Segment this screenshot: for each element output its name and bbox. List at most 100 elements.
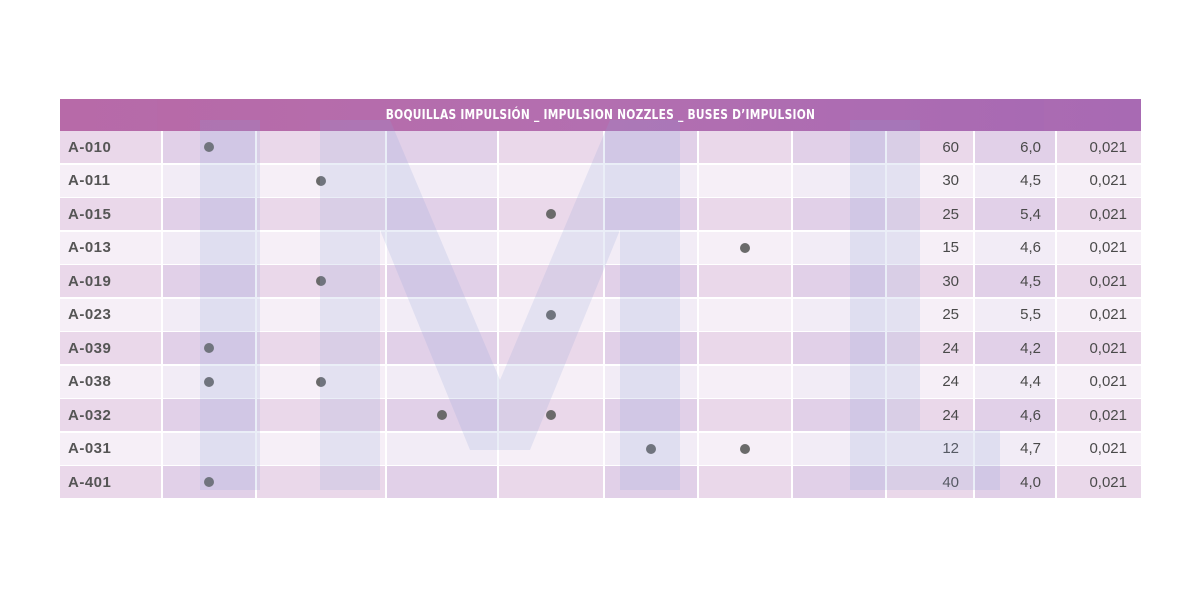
option-cell	[499, 466, 603, 498]
option-cell	[387, 466, 497, 498]
option-cell	[257, 365, 385, 398]
option-cell	[793, 399, 885, 431]
nozzle-code: A-019	[60, 265, 161, 297]
option-cell	[699, 399, 791, 431]
table-row: A-032 24 4,6 0,021	[60, 399, 1141, 433]
value-v2: 5,5	[975, 298, 1055, 331]
option-cell	[257, 131, 385, 163]
option-cell	[699, 131, 791, 163]
table-row: A-039 24 4,2 0,021	[60, 332, 1141, 366]
option-cell	[793, 332, 885, 364]
value-v3: 0,021	[1057, 198, 1141, 230]
option-cell	[257, 399, 385, 431]
option-cell	[499, 332, 603, 364]
option-cell	[699, 432, 791, 465]
value-v3: 0,021	[1057, 298, 1141, 331]
bullet-dot	[204, 477, 214, 487]
option-cell	[793, 198, 885, 230]
value-v2: 4,6	[975, 399, 1055, 431]
table-row: A-038 24 4,4 0,021	[60, 365, 1141, 400]
option-cell	[387, 198, 497, 230]
bullet-dot	[740, 443, 750, 454]
value-v3: 0,021	[1057, 265, 1141, 297]
option-cell	[793, 231, 885, 264]
value-v2: 4,7	[975, 432, 1055, 465]
value-v1: 12	[887, 432, 973, 465]
bullet-dot	[316, 376, 326, 387]
value-v3: 0,021	[1057, 231, 1141, 264]
value-v1: 25	[887, 298, 973, 331]
option-cell	[793, 365, 885, 398]
option-cell	[699, 298, 791, 331]
option-cell	[387, 164, 497, 197]
value-v1: 30	[887, 265, 973, 297]
table-row: A-013 15 4,6 0,021	[60, 231, 1141, 266]
option-cell	[793, 466, 885, 498]
option-cell	[605, 432, 697, 465]
option-cell	[163, 332, 255, 364]
value-v3: 0,021	[1057, 131, 1141, 163]
nozzle-code: A-031	[60, 432, 161, 465]
option-cell	[163, 399, 255, 431]
value-v1: 25	[887, 198, 973, 230]
option-cell	[499, 265, 603, 297]
table-title: BOQUILLAS IMPULSIÓN _ IMPULSION NOZZLES …	[157, 99, 1044, 131]
bullet-dot	[204, 376, 214, 387]
table-row: A-031 12 4,7 0,021	[60, 432, 1141, 467]
value-v3: 0,021	[1057, 365, 1141, 398]
nozzle-code: A-013	[60, 231, 161, 264]
option-cell	[257, 466, 385, 498]
bullet-dot	[546, 410, 556, 420]
bullet-dot	[546, 309, 556, 320]
option-cell	[499, 432, 603, 465]
option-cell	[387, 399, 497, 431]
value-v3: 0,021	[1057, 399, 1141, 431]
option-cell	[605, 298, 697, 331]
option-cell	[499, 365, 603, 398]
option-cell	[163, 164, 255, 197]
option-cell	[163, 231, 255, 264]
option-cell	[793, 432, 885, 465]
option-cell	[387, 131, 497, 163]
option-cell	[387, 332, 497, 364]
option-cell	[257, 332, 385, 364]
option-cell	[605, 466, 697, 498]
table-row: A-019 30 4,5 0,021	[60, 265, 1141, 299]
option-cell	[699, 231, 791, 264]
value-v1: 24	[887, 399, 973, 431]
option-cell	[793, 298, 885, 331]
option-cell	[793, 131, 885, 163]
option-cell	[387, 265, 497, 297]
option-cell	[499, 231, 603, 264]
option-cell	[699, 265, 791, 297]
bullet-dot	[437, 410, 447, 420]
option-cell	[699, 365, 791, 398]
value-v2: 6,0	[975, 131, 1055, 163]
nozzle-table: BOQUILLAS IMPULSIÓN _ IMPULSION NOZZLES …	[60, 99, 1141, 500]
option-cell	[163, 131, 255, 163]
table-banner: BOQUILLAS IMPULSIÓN _ IMPULSION NOZZLES …	[60, 99, 1141, 131]
table-row: A-023 25 5,5 0,021	[60, 298, 1141, 333]
option-cell	[499, 164, 603, 197]
bullet-dot	[546, 209, 556, 219]
option-cell	[499, 399, 603, 431]
option-cell	[257, 164, 385, 197]
nozzle-code: A-038	[60, 365, 161, 398]
option-cell	[793, 164, 885, 197]
option-cell	[699, 198, 791, 230]
bullet-dot	[316, 276, 326, 286]
option-cell	[605, 164, 697, 197]
option-cell	[699, 466, 791, 498]
option-cell	[499, 298, 603, 331]
option-cell	[499, 131, 603, 163]
nozzle-code: A-032	[60, 399, 161, 431]
option-cell	[163, 466, 255, 498]
nozzle-code: A-015	[60, 198, 161, 230]
nozzle-code: A-011	[60, 164, 161, 197]
table-row: A-011 30 4,5 0,021	[60, 164, 1141, 199]
value-v1: 24	[887, 332, 973, 364]
option-cell	[163, 298, 255, 331]
value-v2: 4,5	[975, 265, 1055, 297]
option-cell	[163, 365, 255, 398]
option-cell	[499, 198, 603, 230]
